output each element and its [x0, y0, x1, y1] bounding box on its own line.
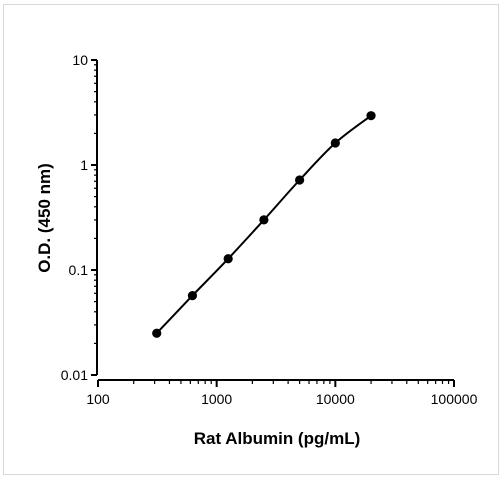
axes: 0.01 0.1 1 10 100 1000 10000 100000 [61, 52, 478, 407]
data-point [223, 254, 233, 264]
data-point [366, 111, 376, 121]
data-point [187, 291, 198, 301]
data-point [152, 328, 162, 338]
x-tick-label: 100 [86, 391, 110, 407]
y-tick-label: 10 [72, 52, 88, 68]
y-axis-title: O.D. (450 nm) [35, 163, 54, 273]
plot-area [152, 111, 376, 338]
chart-frame [3, 4, 499, 475]
data-point [330, 138, 340, 148]
data-point [259, 215, 269, 225]
y-tick-label: 0.01 [61, 367, 88, 383]
x-tick-label: 100000 [431, 391, 478, 407]
data-point [295, 175, 305, 185]
x-tick-label: 10000 [316, 391, 355, 407]
y-tick-label: 0.1 [69, 262, 89, 278]
x-tick-label: 1000 [201, 391, 232, 407]
x-axis-title: Rat Albumin (pg/mL) [194, 429, 361, 448]
y-tick-label: 1 [80, 157, 88, 173]
